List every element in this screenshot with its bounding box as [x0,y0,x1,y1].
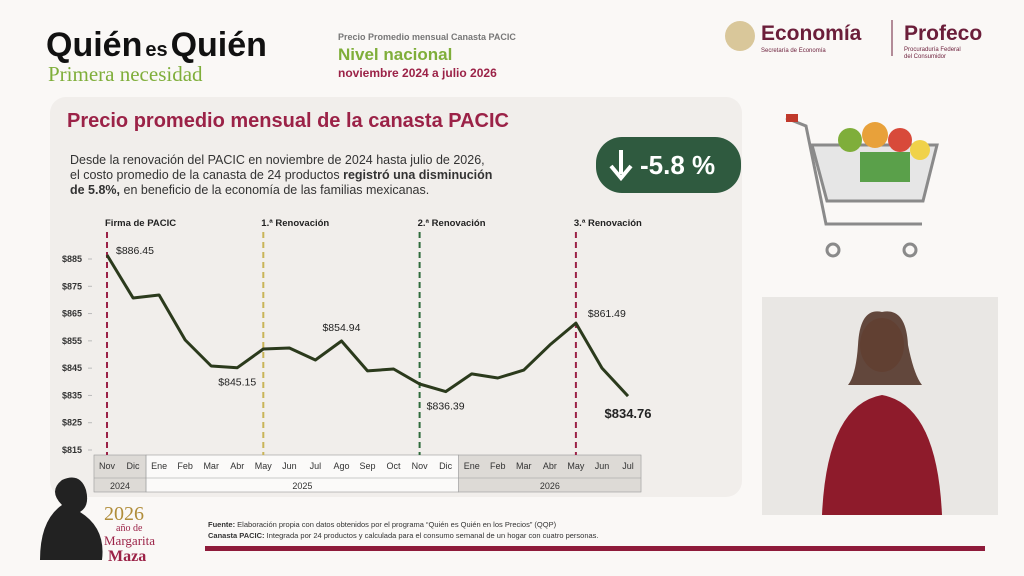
portrait [40,477,103,560]
description: de 5.8%, en beneficio de la economía de … [70,183,429,197]
line-series [105,254,630,398]
x-tick-label: Oct [387,461,402,471]
kicker: Precio Promedio mensual Canasta PACIC [338,32,516,42]
y-tick-label: $875 [62,281,82,291]
x-tick-label: Ago [333,461,349,471]
name-text: Margarita [104,533,155,548]
x-tick-label: Dic [127,461,140,471]
event-label: 3.ª Renovación [574,218,642,229]
emblem [725,21,755,51]
description: el costo promedio de la canasta de 24 pr… [70,168,492,182]
x-tick-label: May [255,461,273,471]
badge-text: -5.8 % [640,150,715,180]
year-text: 2026 [104,503,144,525]
note: Canasta PACIC: Integrada por 24 producto… [208,531,599,540]
header-title: Nivel nacional [338,45,452,64]
brand-part: Quién [46,26,142,64]
event-label: 2.ª Renovación [418,218,486,229]
brand-part: Quién [171,26,267,64]
name-text: Maza [108,548,146,565]
logo-sub: Secretaría de Economía [761,48,826,54]
brand-sub: Primera necesidad [48,62,203,86]
text-run: el costo promedio de la canasta de 24 pr… [70,168,343,182]
x-tick-label: Mar [203,461,219,471]
x-tick-label: Jun [595,461,610,471]
y-tick-label: $865 [62,309,82,319]
period: noviembre 2024 a julio 2026 [338,66,497,80]
y-tick-label: $815 [62,445,82,455]
x-tick-label: Jul [310,461,322,471]
x-tick-label: Abr [230,461,244,471]
x-tick-label: Jun [282,461,297,471]
y-tick-label: $825 [62,418,82,428]
value-label: $836.39 [427,401,465,413]
x-tick-label: Mar [516,461,532,471]
card [50,97,742,497]
year-sub: año de [116,523,143,534]
x-tick-label: Ene [151,461,167,471]
interpreter-hair [848,311,922,385]
value-label: $886.45 [116,245,154,257]
x-tick-label: Feb [490,461,506,471]
interpreter-figure [822,395,942,515]
chart: $815 $825 $835 $845 $855 $865 $875 $885 2024 2025… [62,218,652,493]
text-run: de 5.8%, [70,183,120,197]
year-label: 2024 [110,481,130,491]
produce [910,140,930,160]
produce [862,122,888,148]
brand-part: es [145,39,167,61]
event-label: Firma de PACIC [105,218,176,229]
year-group [93,454,147,493]
down-arrow [609,150,633,182]
brand: Quién esQuién [46,26,267,64]
logo: Economía [761,22,862,45]
cart-grip [786,114,798,122]
logo-sub: Procuraduría Federal [904,47,961,53]
text-run: Canasta PACIC: [208,531,265,540]
x-tick-label: Jul [622,461,634,471]
text-run: Elaboración propia con datos obtenidos p… [235,520,557,529]
x-tick-label: Sep [359,461,375,471]
value-label: $861.49 [588,308,626,320]
year-label: 2025 [292,481,312,491]
card-title: Precio promedio mensual de la canasta PA… [67,110,509,132]
value-label: $834.76 [605,406,652,421]
x-tick-label: Ene [464,461,480,471]
groceries [838,122,930,182]
x-tick-label: Nov [412,461,429,471]
x-tick-label: Abr [543,461,557,471]
produce [888,128,912,152]
logo-sub: del Consumidor [904,54,946,60]
text-run: Fuente: [208,520,235,529]
y-tick-label: $885 [62,254,82,264]
value-label: $854.94 [322,322,360,334]
y-tick-label: $835 [62,390,82,400]
produce [860,152,910,182]
year-group [458,454,642,493]
cart-wheel [902,242,918,258]
x-tick-label: Dic [439,461,452,471]
y-tick-label: $855 [62,336,82,346]
source: Fuente: Elaboración propia con datos obt… [208,520,557,529]
x-tick-label: May [567,461,585,471]
logo: Profeco [904,22,982,45]
footer-bar [205,546,985,551]
text-run: registró una disminución [343,168,492,182]
x-tick-label: Feb [177,461,193,471]
event-label: 1.ª Renovación [261,218,329,229]
y-tick-label: $845 [62,363,82,373]
produce [838,128,862,152]
year-group [145,454,459,493]
description: Desde la renovación del PACIC en noviemb… [70,153,485,167]
value-label: $845.15 [218,377,256,389]
text-run: en beneficio de la economía de las famil… [120,183,429,197]
year-label: 2026 [540,481,560,491]
x-tick-label: Nov [99,461,116,471]
badge [596,137,741,193]
cart-wheel [825,242,841,258]
text-run: Integrada por 24 productos y calculada p… [265,531,599,540]
